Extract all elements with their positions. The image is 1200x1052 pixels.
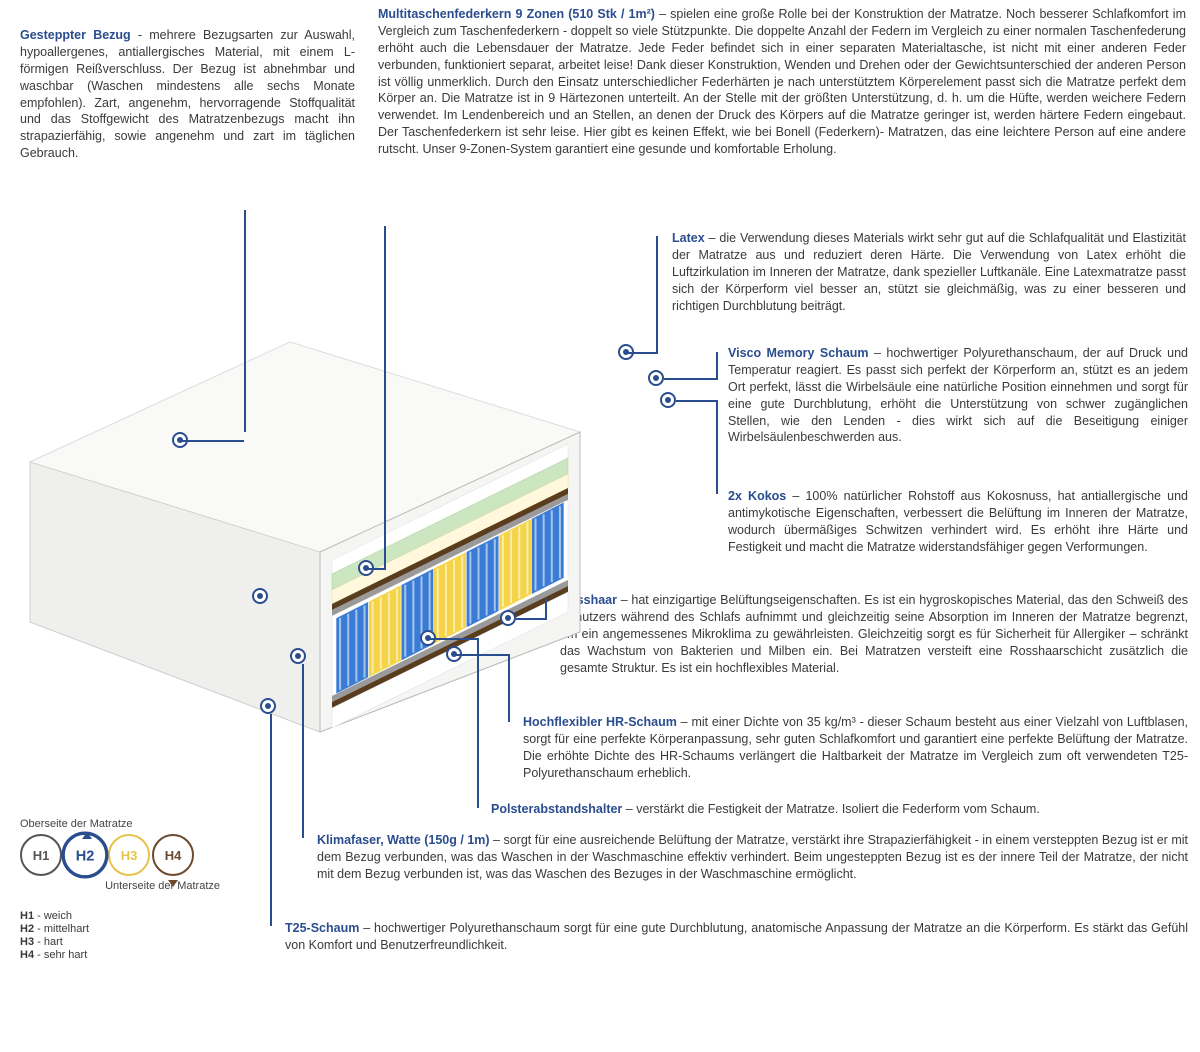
leader bbox=[664, 378, 718, 380]
legend-def-h3: H3 - hart bbox=[20, 936, 250, 948]
title-latex: Latex bbox=[672, 231, 705, 245]
marker-klimafaser bbox=[290, 648, 306, 664]
title-polster: Polsterabstandshalter bbox=[491, 802, 622, 816]
block-t25: T25-Schaum – hochwertiger Polyurethansch… bbox=[285, 920, 1188, 954]
body-gesteppter: - mehrere Bezugsarten zur Auswahl, hypoa… bbox=[20, 28, 355, 160]
leader bbox=[545, 598, 547, 620]
title-kokos: 2x Kokos bbox=[728, 489, 786, 503]
block-hr: Hochflexibler HR-Schaum – mit einer Dich… bbox=[523, 714, 1188, 782]
legend-definitions: H1 - weichH2 - mittelhartH3 - hartH4 - s… bbox=[20, 910, 250, 961]
leader bbox=[366, 568, 386, 570]
legend-def-h2: H2 - mittelhart bbox=[20, 923, 250, 935]
leader bbox=[716, 400, 718, 494]
leader bbox=[302, 664, 304, 838]
leader bbox=[180, 440, 244, 442]
body-rosshaar: – hat einzigartige Belüftungseigenschaft… bbox=[560, 593, 1188, 675]
title-klimafaser: Klimafaser, Watte (150g / 1m) bbox=[317, 833, 490, 847]
title-multitasche: Multitaschenfederkern 9 Zonen (510 Stk /… bbox=[378, 7, 655, 21]
leader bbox=[270, 714, 272, 926]
legend-top-label: Oberseite der Matratze bbox=[20, 818, 250, 830]
mattress-illustration bbox=[20, 312, 610, 752]
body-kokos: – 100% natürlicher Rohstoff aus Kokosnus… bbox=[728, 489, 1188, 554]
hardness-circle-h4: H4 bbox=[152, 834, 194, 876]
marker-t25 bbox=[260, 698, 276, 714]
marker-visco bbox=[648, 370, 664, 386]
body-t25: – hochwertiger Polyurethanschaum sorgt f… bbox=[285, 921, 1188, 952]
block-multitasche: Multitaschenfederkern 9 Zonen (510 Stk /… bbox=[378, 6, 1186, 158]
block-visco: Visco Memory Schaum – hochwertiger Polyu… bbox=[728, 345, 1188, 446]
leader bbox=[508, 654, 510, 722]
body-multitasche: – spielen eine große Rolle bei der Konst… bbox=[378, 7, 1186, 156]
legend-def-h1: H1 - weich bbox=[20, 910, 250, 922]
body-latex: – die Verwendung dieses Materials wirkt … bbox=[672, 231, 1186, 313]
body-visco: – hochwertiger Polyurethanschaum, der au… bbox=[728, 346, 1188, 444]
title-gesteppter: Gesteppter Bezug bbox=[20, 28, 131, 42]
block-gesteppter: Gesteppter Bezug - mehrere Bezugsarten z… bbox=[20, 27, 355, 162]
leader bbox=[244, 210, 246, 432]
block-kokos: 2x Kokos – 100% natürlicher Rohstoff aus… bbox=[728, 488, 1188, 556]
leader bbox=[384, 226, 386, 568]
leader bbox=[477, 638, 479, 808]
leader bbox=[716, 352, 718, 380]
marker-rosshaar bbox=[500, 610, 516, 626]
marker-kokos bbox=[660, 392, 676, 408]
block-polster: Polsterabstandshalter – verstärkt die Fe… bbox=[491, 801, 1188, 818]
leader bbox=[454, 654, 510, 656]
title-t25: T25-Schaum bbox=[285, 921, 359, 935]
legend-def-h4: H4 - sehr hart bbox=[20, 949, 250, 961]
hardness-legend: Oberseite der Matratze H1H2H3H4 Untersei… bbox=[20, 818, 250, 962]
block-latex: Latex – die Verwendung dieses Materials … bbox=[672, 230, 1186, 314]
body-polster: – verstärkt die Festigkeit der Matratze.… bbox=[622, 802, 1040, 816]
legend-circles: H1H2H3H4 bbox=[20, 834, 250, 876]
leader bbox=[656, 236, 658, 352]
hardness-circle-h3: H3 bbox=[108, 834, 150, 876]
marker-extra bbox=[252, 588, 268, 604]
title-visco: Visco Memory Schaum bbox=[728, 346, 869, 360]
legend-bottom-label: Unterseite der Matratze bbox=[20, 880, 250, 892]
block-rosshaar: Rosshaar – hat einzigartige Belüftungsei… bbox=[560, 592, 1188, 676]
block-klimafaser: Klimafaser, Watte (150g / 1m) – sorgt fü… bbox=[317, 832, 1188, 883]
leader bbox=[428, 638, 478, 640]
hardness-circle-h1: H1 bbox=[20, 834, 62, 876]
leader bbox=[676, 400, 718, 402]
leader bbox=[626, 352, 658, 354]
leader bbox=[516, 618, 546, 620]
